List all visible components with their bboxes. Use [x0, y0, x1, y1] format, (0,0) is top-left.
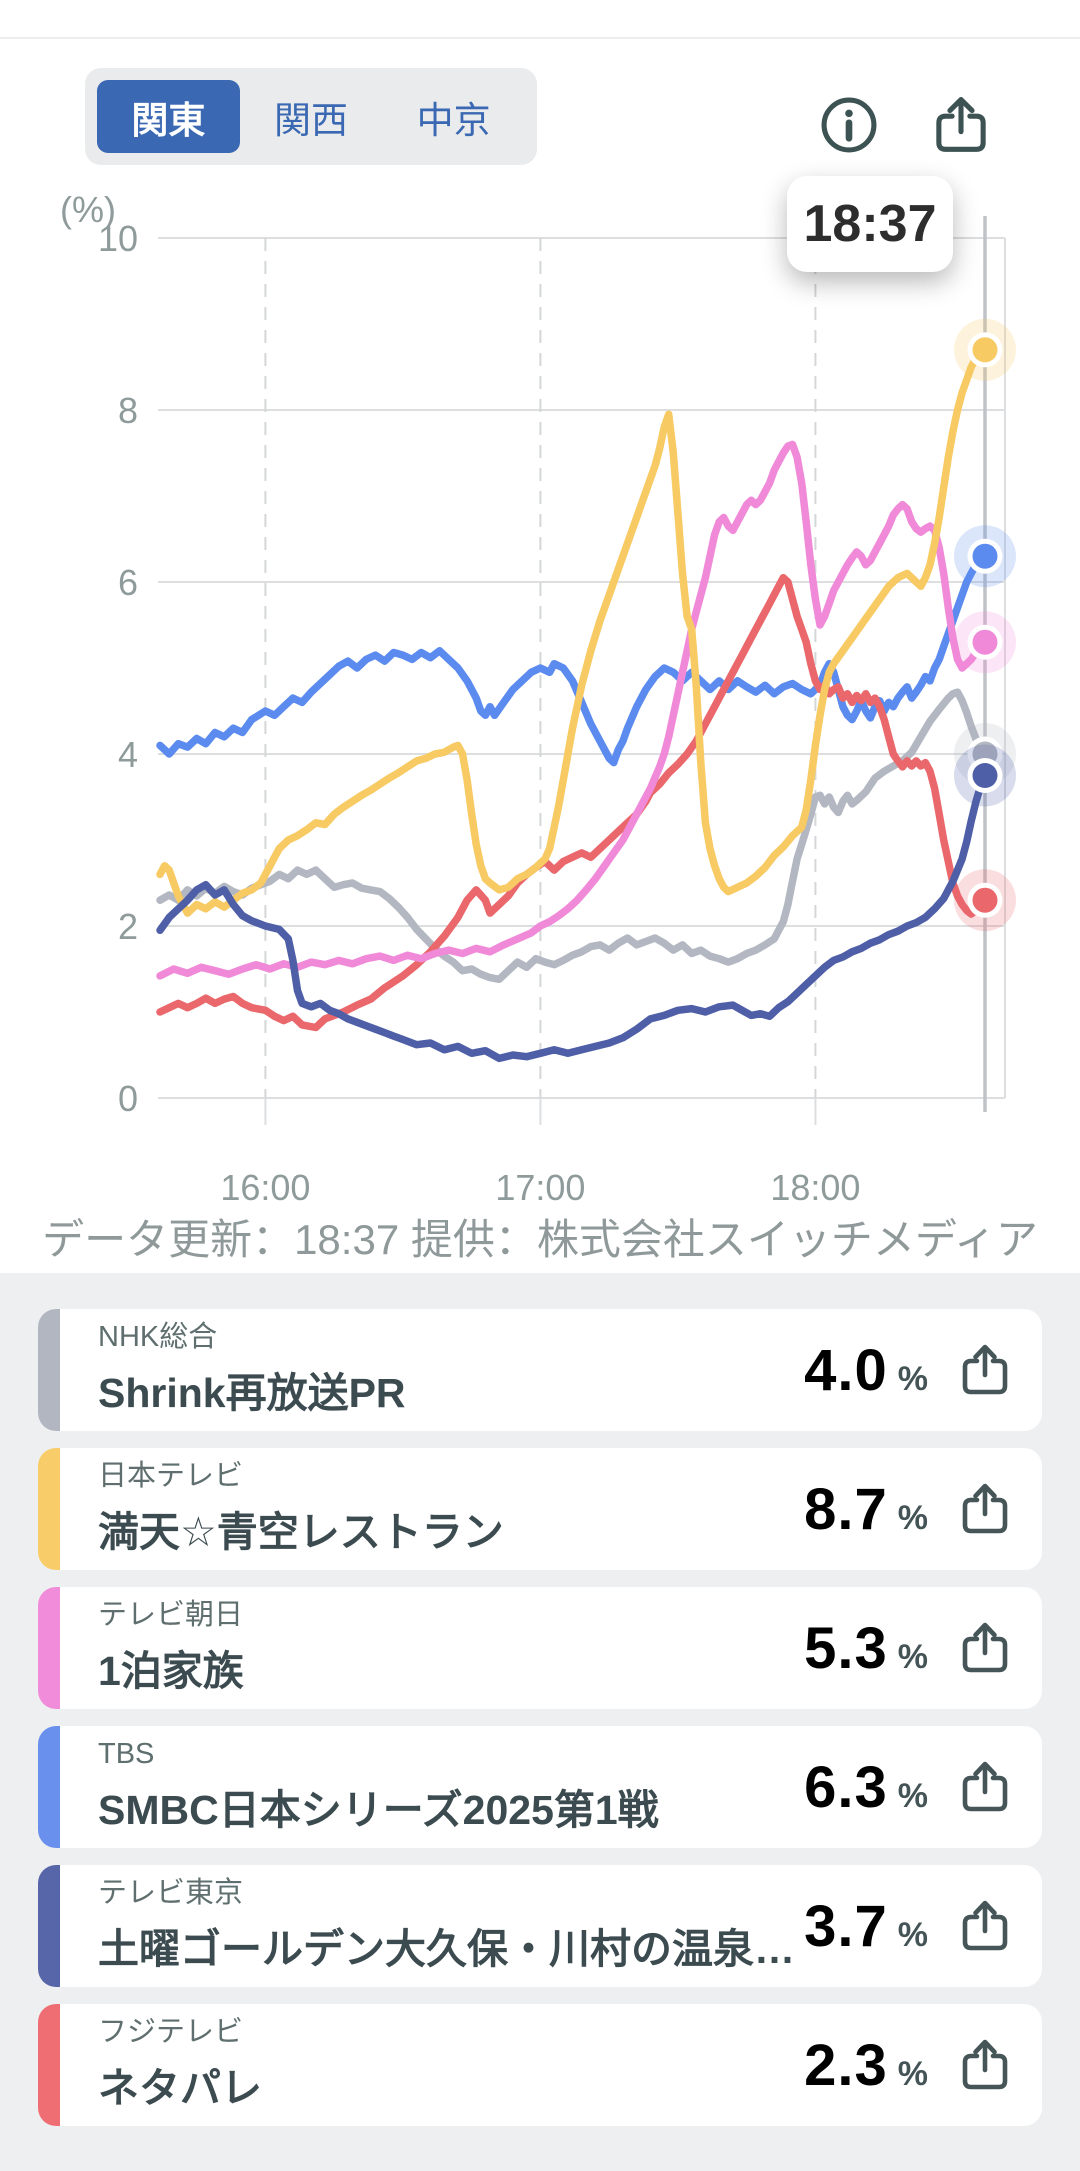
- channel-meta: TBS SMBC日本シリーズ2025第1戦: [98, 1738, 804, 1836]
- row-share-button[interactable]: [958, 2037, 1012, 2093]
- share-icon: [936, 96, 986, 152]
- channel-card-nhk[interactable]: NHK総合 Shrink再放送PR 4.0 %: [38, 1309, 1042, 1431]
- svg-text:16:00: 16:00: [220, 1167, 310, 1208]
- top-divider: [0, 37, 1080, 39]
- share-icon: [962, 2039, 1008, 2090]
- share-icon: [962, 1900, 1008, 1951]
- share-button[interactable]: [930, 94, 992, 156]
- channel-name: フジテレビ: [98, 2015, 244, 2048]
- channel-name: 日本テレビ: [98, 1459, 244, 1492]
- rating-value: 3.7 %: [804, 1893, 928, 1959]
- svg-text:(%): (%): [60, 189, 116, 230]
- channel-list: NHK総合 Shrink再放送PR 4.0 % 日本テレビ 満天☆青空レストラン…: [0, 1273, 1080, 2171]
- channel-card-cx[interactable]: フジテレビ ネタパレ 2.3 %: [38, 2004, 1042, 2126]
- program-title: 1泊家族: [98, 1648, 244, 1695]
- program-title: 土曜ゴールデン大久保・川村の温泉…: [98, 1926, 795, 1973]
- svg-text:0: 0: [118, 1078, 138, 1119]
- program-title: 満天☆青空レストラン: [98, 1509, 504, 1556]
- ratings-line-chart[interactable]: 0 2 4 6 8 10(%) 16:00 17:00 18:00: [0, 0, 1080, 1300]
- channel-name: テレビ朝日: [98, 1598, 244, 1631]
- channel-name: NHK総合: [98, 1320, 218, 1353]
- share-icon: [962, 1483, 1008, 1534]
- channel-meta: 日本テレビ 満天☆青空レストラン: [98, 1460, 804, 1558]
- svg-text:6: 6: [118, 562, 138, 603]
- tab-kansai[interactable]: 関西: [240, 80, 383, 153]
- channel-color-bar: [38, 1448, 60, 1570]
- svg-text:17:00: 17:00: [495, 1167, 585, 1208]
- channel-meta: NHK総合 Shrink再放送PR: [98, 1321, 804, 1419]
- channel-meta: テレビ東京 土曜ゴールデン大久保・川村の温泉…: [98, 1877, 804, 1975]
- info-icon: [821, 97, 877, 153]
- channel-card-tx[interactable]: テレビ東京 土曜ゴールデン大久保・川村の温泉… 3.7 %: [38, 1865, 1042, 1987]
- program-title: Shrink再放送PR: [98, 1370, 406, 1417]
- rating-value: 5.3 %: [804, 1615, 928, 1681]
- tab-kanto[interactable]: 関東: [97, 80, 240, 153]
- row-share-button[interactable]: [958, 1620, 1012, 1676]
- row-share-button[interactable]: [958, 1898, 1012, 1954]
- channel-color-bar: [38, 1865, 60, 1987]
- share-icon: [962, 1344, 1008, 1395]
- rating-value: 8.7 %: [804, 1476, 928, 1542]
- row-share-button[interactable]: [958, 1481, 1012, 1537]
- channel-name: TBS: [98, 1737, 155, 1770]
- svg-text:18:00: 18:00: [770, 1167, 860, 1208]
- channel-color-bar: [38, 1587, 60, 1709]
- channel-name: テレビ東京: [98, 1876, 244, 1909]
- share-icon: [962, 1622, 1008, 1673]
- program-title: SMBC日本シリーズ2025第1戦: [98, 1787, 659, 1834]
- current-time-tooltip: 18:37: [787, 176, 953, 272]
- channel-color-bar: [38, 2004, 60, 2126]
- channel-color-bar: [38, 1726, 60, 1848]
- program-title: ネタパレ: [98, 2065, 262, 2112]
- channel-card-ex[interactable]: テレビ朝日 1泊家族 5.3 %: [38, 1587, 1042, 1709]
- svg-text:2: 2: [118, 906, 138, 947]
- info-button[interactable]: [818, 94, 880, 156]
- channel-card-tbs[interactable]: TBS SMBC日本シリーズ2025第1戦 6.3 %: [38, 1726, 1042, 1848]
- channel-card-ntv[interactable]: 日本テレビ 満天☆青空レストラン 8.7 %: [38, 1448, 1042, 1570]
- rating-value: 2.3 %: [804, 2032, 928, 2098]
- svg-text:10: 10: [98, 218, 138, 259]
- svg-text:8: 8: [118, 390, 138, 431]
- rating-value: 4.0 %: [804, 1337, 928, 1403]
- row-share-button[interactable]: [958, 1342, 1012, 1398]
- channel-meta: フジテレビ ネタパレ: [98, 2016, 804, 2114]
- share-icon: [962, 1761, 1008, 1812]
- channel-meta: テレビ朝日 1泊家族: [98, 1599, 804, 1697]
- data-source-note: データ更新：18:37 提供：株式会社スイッチメディア: [42, 1216, 1038, 1263]
- channel-color-bar: [38, 1309, 60, 1431]
- region-tab-bar: 関東 関西 中京: [85, 68, 537, 165]
- svg-text:4: 4: [118, 734, 138, 775]
- row-share-button[interactable]: [958, 1759, 1012, 1815]
- rating-value: 6.3 %: [804, 1754, 928, 1820]
- tab-chukyo[interactable]: 中京: [382, 80, 525, 153]
